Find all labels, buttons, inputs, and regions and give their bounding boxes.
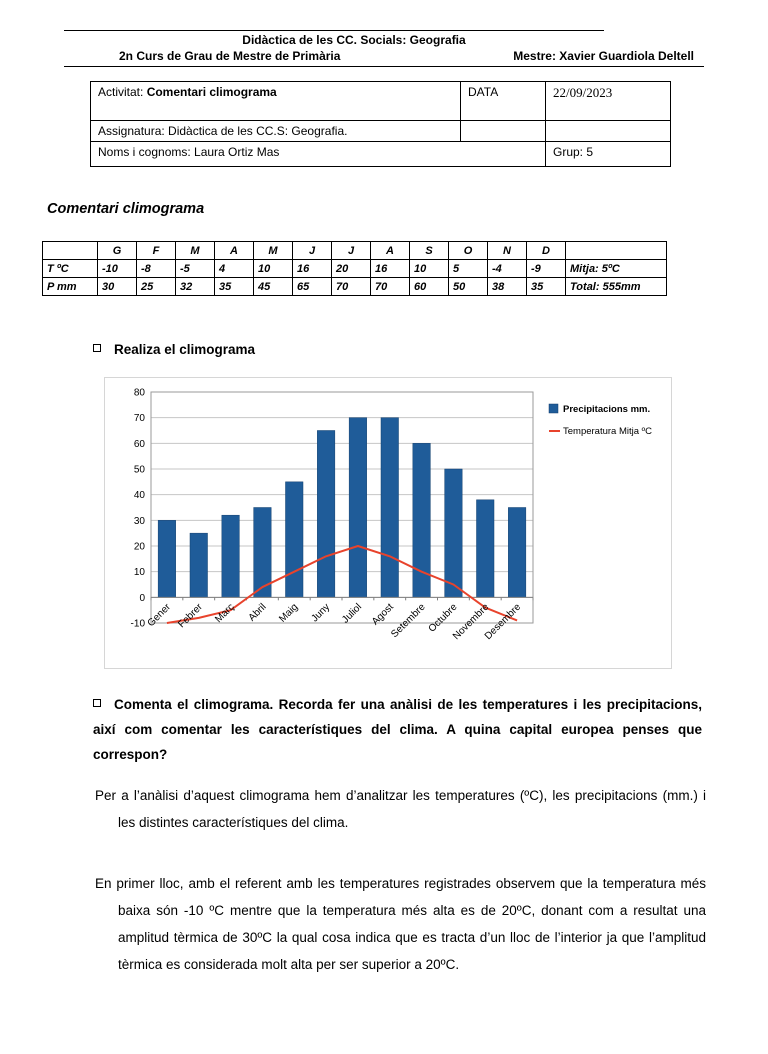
month-cell: F bbox=[136, 241, 176, 260]
month-cell: D bbox=[526, 241, 566, 260]
month-cell: J bbox=[331, 241, 371, 260]
svg-text:0: 0 bbox=[139, 593, 145, 604]
month-cell: S bbox=[409, 241, 449, 260]
header-subject-title: Didàctica de les CC. Socials: Geografia bbox=[242, 33, 466, 47]
corner-cell bbox=[42, 241, 98, 260]
task-bullet-1-text: Realiza el climograma bbox=[114, 342, 256, 357]
header-course: 2n Curs de Grau de Mestre de Primària bbox=[119, 49, 341, 63]
climogram-chart: -10 0 10 20 30 40 50 60 70 80 Gener Febrer Març Abril… bbox=[104, 376, 672, 669]
document-header: Didàctica de les CC. Socials: Geografia … bbox=[64, 30, 704, 67]
month-cell: G bbox=[97, 241, 137, 260]
temperature-row: T ºC -10 -8 -5 4 10 16 20 16 10 5 -4 -9 … bbox=[42, 259, 667, 278]
svg-text:Temperatura Mitja ºC: Temperatura Mitja ºC bbox=[563, 426, 652, 437]
activitat-label: Activitat: bbox=[98, 85, 147, 99]
prec-value: 65 bbox=[292, 277, 332, 296]
svg-text:40: 40 bbox=[134, 490, 146, 501]
svg-text:Precipitacions mm.: Precipitacions mm. bbox=[563, 404, 650, 415]
svg-text:20: 20 bbox=[134, 541, 146, 552]
prec-value: 38 bbox=[487, 277, 527, 296]
temp-value: 5 bbox=[448, 259, 488, 278]
svg-text:50: 50 bbox=[134, 464, 146, 475]
temp-value: 16 bbox=[292, 259, 332, 278]
prec-value: 32 bbox=[175, 277, 215, 296]
prec-value: 70 bbox=[331, 277, 371, 296]
data-value-cell: 22/09/2023 bbox=[545, 81, 671, 121]
month-cell: A bbox=[370, 241, 410, 260]
temp-value: 10 bbox=[253, 259, 293, 278]
document-page: Didàctica de les CC. Socials: Geografia … bbox=[0, 30, 768, 1054]
noms-cell: Noms i cognoms: Laura Ortiz Mas bbox=[90, 141, 546, 167]
climate-data-table: G F M A M J J A S O N D T ºC -10 -8 -5 4… bbox=[42, 241, 667, 296]
temp-summary: Mitja: 5ºC bbox=[565, 259, 667, 278]
summary-header-cell bbox=[565, 241, 667, 260]
activitat-cell: Activitat: Comentari climograma bbox=[90, 81, 461, 121]
empty-cell bbox=[460, 120, 546, 142]
task-bullet-2: Comenta el climograma. Recorda fer una a… bbox=[93, 693, 702, 768]
month-cell: N bbox=[487, 241, 527, 260]
prec-value: 35 bbox=[526, 277, 566, 296]
page-title: Comentari climograma bbox=[47, 201, 205, 217]
temp-value: -8 bbox=[136, 259, 176, 278]
prec-label: P mm bbox=[42, 277, 98, 296]
empty-cell bbox=[545, 120, 671, 142]
temp-value: -4 bbox=[487, 259, 527, 278]
analysis-paragraph-1: Per a l’anàlisi d’aquest climograma hem … bbox=[95, 787, 706, 830]
svg-text:60: 60 bbox=[134, 439, 146, 450]
activitat-value: Comentari climograma bbox=[146, 85, 277, 99]
month-cell: M bbox=[253, 241, 293, 260]
prec-value: 35 bbox=[214, 277, 254, 296]
temp-label: T ºC bbox=[42, 259, 98, 278]
month-cell: J bbox=[292, 241, 332, 260]
svg-text:30: 30 bbox=[134, 516, 146, 527]
month-cell: A bbox=[214, 241, 254, 260]
temp-value: 16 bbox=[370, 259, 410, 278]
data-label-cell: DATA bbox=[460, 81, 546, 121]
temp-value: 4 bbox=[214, 259, 254, 278]
task-bullet-1: Realiza el climograma bbox=[93, 338, 702, 363]
grup-cell: Grup: 5 bbox=[545, 141, 671, 167]
temp-value: 10 bbox=[409, 259, 449, 278]
prec-value: 30 bbox=[97, 277, 137, 296]
square-bullet-icon bbox=[93, 344, 101, 352]
month-cell: M bbox=[175, 241, 215, 260]
task-bullet-2-text: Comenta el climograma. Recorda fer una a… bbox=[93, 696, 702, 762]
prec-value: 70 bbox=[370, 277, 410, 296]
precipitation-row: P mm 30 25 32 35 45 65 70 70 60 50 38 35… bbox=[42, 277, 667, 296]
header-top-rule bbox=[64, 30, 604, 31]
temp-value: -10 bbox=[97, 259, 137, 278]
assignment-info-table: Activitat: Comentari climograma DATA 22/… bbox=[90, 81, 671, 167]
svg-text:-10: -10 bbox=[131, 618, 146, 629]
header-bottom-rule bbox=[64, 66, 704, 67]
svg-text:80: 80 bbox=[134, 387, 146, 398]
month-header-row: G F M A M J J A S O N D bbox=[42, 241, 667, 260]
assignatura-cell: Assignatura: Didàctica de les CC.S: Geog… bbox=[90, 120, 461, 142]
temp-value: -9 bbox=[526, 259, 566, 278]
prec-value: 50 bbox=[448, 277, 488, 296]
header-teacher: Mestre: Xavier Guardiola Deltell bbox=[513, 49, 694, 63]
month-cell: O bbox=[448, 241, 488, 260]
prec-value: 60 bbox=[409, 277, 449, 296]
prec-value: 25 bbox=[136, 277, 176, 296]
prec-summary: Total: 555mm bbox=[565, 277, 667, 296]
svg-text:70: 70 bbox=[134, 413, 146, 424]
temp-value: -5 bbox=[175, 259, 215, 278]
svg-text:10: 10 bbox=[134, 567, 146, 578]
square-bullet-icon bbox=[93, 698, 101, 707]
temp-value: 20 bbox=[331, 259, 371, 278]
prec-value: 45 bbox=[253, 277, 293, 296]
analysis-paragraph-2: En primer lloc, amb el referent amb les … bbox=[95, 875, 706, 972]
